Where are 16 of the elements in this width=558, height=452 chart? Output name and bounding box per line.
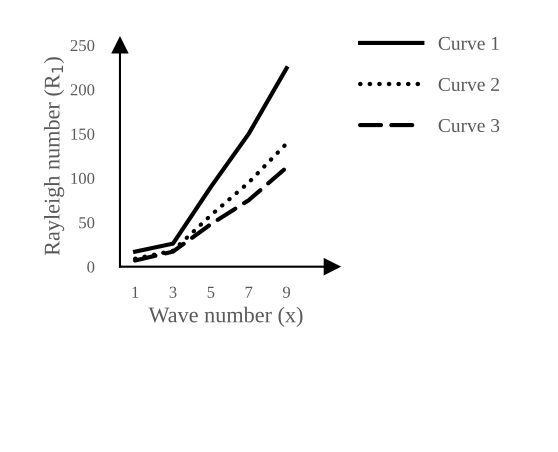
x-axis-title: Wave number (x)	[148, 306, 302, 327]
x-tick-label: 3	[170, 286, 176, 298]
y-tick-label: 200	[70, 84, 94, 96]
y-tick-label: 50	[79, 217, 94, 228]
x-tick-label: 1	[132, 286, 138, 298]
y-tick-label: 100	[71, 172, 94, 184]
y-tick-label: 250	[70, 40, 94, 52]
x-tick-label: 5	[208, 286, 214, 298]
x-tick-label: 9	[282, 286, 290, 298]
x-tick-label: 7	[246, 286, 252, 298]
y-axis-title: Rayleigh number (R$_{1}$)	[44, 57, 64, 256]
y-tick-label: 0	[87, 261, 94, 273]
legend-label: Curve 3	[438, 119, 500, 132]
legend-label: Curve 1	[438, 36, 499, 50]
legend-label: Curve 2	[438, 78, 499, 92]
y-tick-label: 150	[71, 128, 94, 140]
